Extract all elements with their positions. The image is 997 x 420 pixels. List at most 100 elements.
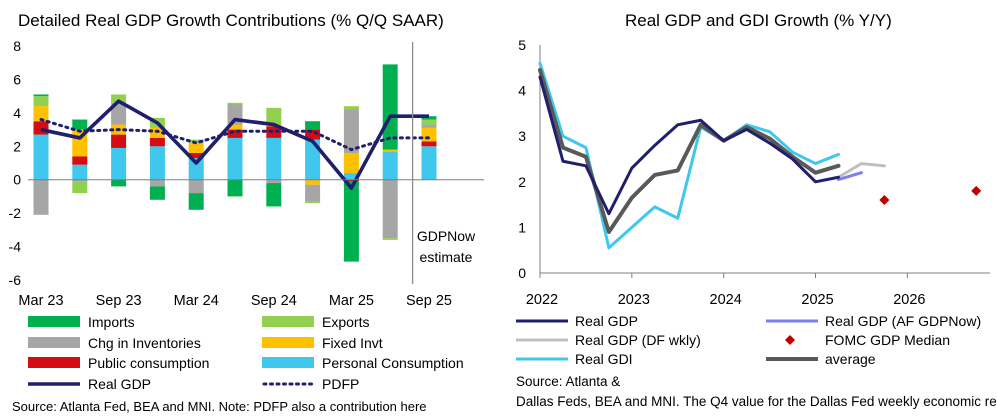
line-pdfp	[39, 118, 431, 152]
legend-label-average: average	[825, 351, 876, 367]
bar-exports	[188, 139, 204, 143]
bar-exports	[227, 102, 243, 105]
line-real-gdp-af-gdpnow-	[836, 171, 863, 182]
right-chart-source-line-1: Source: Atlanta &	[516, 374, 620, 389]
y-tick-label: 1	[518, 219, 526, 235]
y-tick-label: 4	[13, 105, 21, 121]
bar-imports	[149, 186, 165, 200]
bar-personal-consumption	[382, 151, 398, 180]
legend-label-imports: Imports	[88, 314, 135, 330]
bar-public-consumption	[227, 129, 243, 138]
bar-fixed-invt	[149, 127, 165, 138]
left-chart-source: Source: Atlanta Fed, BEA and MNI. Note: …	[12, 399, 427, 414]
x-tick-label: Sep 25	[406, 293, 452, 309]
bar-chg-in-inventories	[343, 109, 359, 153]
y-tick-label: -4	[9, 239, 22, 255]
legend-label-public-consumption: Public consumption	[88, 355, 209, 371]
y-tick-label: 2	[13, 138, 21, 154]
bar-chg-in-inventories	[305, 184, 321, 202]
x-tick-label: 2025	[801, 292, 833, 308]
point-fomc-gdp-median	[879, 195, 890, 206]
right-chart-title: Real GDP and GDI Growth (% Y/Y)	[625, 11, 892, 30]
legend-label-chg-in-inventories: Chg in Inventories	[88, 335, 201, 351]
x-tick-label: Mar 24	[174, 293, 219, 309]
line-real-gdp	[40, 99, 429, 190]
bar-chg-in-inventories	[33, 179, 49, 215]
left-chart: Detailed Real GDP Growth Contributions (…	[9, 11, 484, 414]
y-tick-label: 3	[518, 128, 526, 144]
bar-chg-in-inventories	[149, 179, 165, 187]
bar-chg-in-inventories	[111, 102, 127, 125]
right-chart-source-line-2: Dallas Feds, BEA and MNI. The Q4 value f…	[516, 394, 997, 409]
legend-label-fixed-invt: Fixed Invt	[322, 335, 383, 351]
right-chart-source: Source: Atlanta & Dallas Feds, BEA and M…	[516, 374, 997, 409]
bar-personal-consumption	[305, 139, 321, 180]
x-tick-label: 2024	[710, 292, 742, 308]
bar-personal-consumption	[33, 134, 49, 180]
bar-fixed-invt	[305, 179, 321, 185]
legend-swatch-personal-consumption	[262, 357, 314, 368]
x-tick-label: Sep 23	[96, 293, 142, 309]
bar-chg-in-inventories	[382, 179, 398, 239]
x-tick-label: Mar 25	[329, 293, 374, 309]
bar-imports	[72, 119, 88, 130]
bar-personal-consumption	[227, 137, 243, 180]
bar-chg-in-inventories	[421, 124, 437, 128]
bar-imports	[382, 64, 398, 150]
bar-public-consumption	[343, 179, 359, 182]
bar-fixed-invt	[227, 124, 243, 130]
bar-imports	[33, 94, 49, 97]
bar-fixed-invt	[343, 152, 359, 174]
right-chart: Real GDP and GDI Growth (% Y/Y) 0 1 2 3 4 5 20…	[516, 11, 997, 409]
y-tick-label: 2	[518, 174, 526, 190]
legend-label-real-gdp: Real GDP	[88, 376, 151, 392]
bar-personal-consumption	[149, 146, 165, 180]
bar-exports	[111, 94, 127, 103]
legend-swatch-exports	[262, 316, 314, 327]
bar-public-consumption	[266, 126, 282, 138]
bar-public-consumption	[111, 134, 127, 148]
legend-label-fomc-gdp-median: FOMC GDP Median	[825, 332, 950, 348]
bar-exports	[266, 107, 282, 125]
y-tick-label: 6	[13, 71, 21, 87]
bar-exports	[382, 238, 398, 240]
bar-exports	[72, 181, 88, 194]
legend-label-real-gdp: Real GDP	[575, 313, 638, 329]
legend-swatch-chg-in-inventories	[28, 337, 80, 348]
bar-personal-consumption	[343, 173, 359, 180]
point-fomc-gdp-median	[971, 185, 982, 196]
y-tick-label: 4	[518, 83, 526, 99]
bar-exports	[33, 96, 49, 107]
line-real-gdp	[538, 75, 840, 216]
bar-imports	[305, 121, 321, 130]
bar-fixed-invt	[188, 142, 204, 153]
bar-imports	[227, 179, 243, 197]
bar-public-consumption	[188, 152, 204, 158]
bar-personal-consumption	[111, 147, 127, 180]
x-tick-label: Sep 24	[251, 293, 297, 309]
bar-imports	[343, 181, 359, 262]
line-real-gdp-df-wkly-	[836, 162, 886, 179]
bar-personal-consumption	[72, 164, 88, 180]
legend-swatch-public-consumption	[28, 357, 80, 368]
bar-public-consumption	[305, 129, 321, 140]
x-tick-label: 2022	[526, 292, 558, 308]
y-tick-label: 0	[13, 172, 21, 188]
bar-exports	[305, 201, 321, 204]
line-average	[538, 68, 841, 234]
bar-fixed-invt	[33, 106, 49, 122]
y-tick-label: 8	[13, 38, 21, 54]
bar-public-consumption	[33, 121, 49, 135]
bar-chg-in-inventories	[266, 179, 282, 184]
legend-label-real-gdp-af-gdpnow-: Real GDP (AF GDPNow)	[825, 313, 981, 329]
legend-label-personal-consumption: Personal Consumption	[322, 355, 464, 371]
legend-swatch-fixed-invt	[262, 337, 314, 348]
legend-label-pdfp: PDFP	[322, 376, 359, 392]
bar-fixed-invt	[382, 149, 398, 152]
legend-label-real-gdp-df-wkly-: Real GDP (DF wkly)	[575, 332, 701, 348]
bar-imports	[266, 183, 282, 207]
gdpnow-annotation: GDPNow estimate	[417, 228, 476, 265]
legend-label-real-gdi: Real GDI	[575, 351, 633, 367]
y-tick-label: 0	[518, 265, 526, 281]
